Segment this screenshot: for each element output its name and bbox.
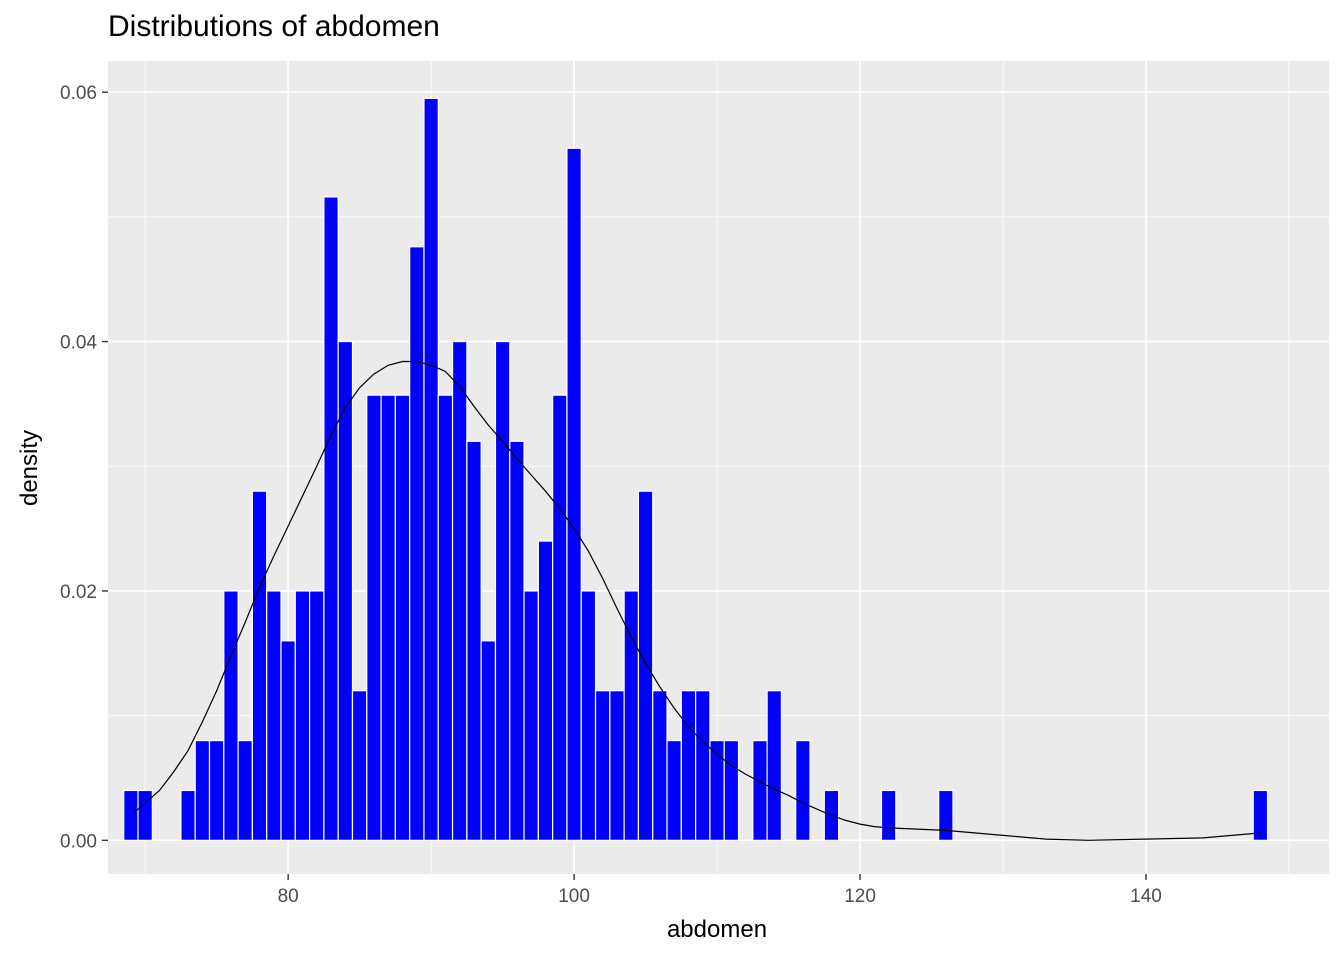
histogram-bar <box>466 440 482 841</box>
histogram-bar <box>480 640 497 841</box>
histogram-bar <box>308 590 325 841</box>
histogram-bar <box>223 590 239 841</box>
histogram-bar <box>394 394 411 841</box>
histogram-bar <box>366 394 382 841</box>
histogram-bar <box>637 490 654 841</box>
histogram-bar <box>180 789 196 841</box>
histogram-bar <box>766 690 783 841</box>
histogram-bar <box>380 394 396 841</box>
histogram-bar <box>437 394 454 841</box>
histogram-bar <box>609 690 625 841</box>
histogram-bar <box>323 196 339 841</box>
histogram-bar <box>723 739 740 841</box>
histogram-bar <box>680 690 697 841</box>
x-tick-label: 120 <box>844 886 876 907</box>
y-tick-label: 0.06 <box>60 83 97 104</box>
histogram-bar <box>566 147 582 841</box>
histogram-bar <box>880 789 897 841</box>
histogram-bar <box>695 690 711 841</box>
histogram-bar <box>266 590 282 841</box>
histogram-bar <box>280 640 296 841</box>
histogram-bar <box>652 690 668 841</box>
histogram-bar <box>594 690 611 841</box>
y-tick-label: 0.00 <box>60 831 97 852</box>
chart-title: Distributions of abdomen <box>108 10 440 43</box>
histogram-bar <box>351 690 368 841</box>
histogram-bar <box>938 789 954 841</box>
histogram-bar <box>795 739 811 841</box>
histogram-bar <box>666 739 682 841</box>
histogram-bar <box>709 739 725 841</box>
histogram-bar <box>537 540 554 841</box>
x-tick-label: 140 <box>1130 886 1162 907</box>
histogram-bar <box>509 440 525 841</box>
x-tick-label: 80 <box>278 886 299 907</box>
histogram-bar <box>552 394 568 841</box>
histogram-bar <box>752 739 768 841</box>
x-axis-label: abdomen <box>666 916 768 943</box>
histogram-bar <box>409 246 425 841</box>
density-curve <box>134 360 1261 841</box>
histogram-bar <box>451 340 468 841</box>
y-tick-label: 0.02 <box>60 582 97 603</box>
histogram-bar <box>208 739 225 841</box>
tick-labels: 80 100 120 140 0.00 0.02 0.04 0.06 <box>60 83 1162 907</box>
histogram-bar <box>123 789 139 841</box>
histogram-bar <box>337 340 354 841</box>
y-tick-label: 0.04 <box>60 333 97 354</box>
histogram-bar <box>494 340 511 841</box>
histogram-bar <box>1252 789 1269 841</box>
x-tick-label: 100 <box>558 886 590 907</box>
histogram-bar <box>137 789 153 841</box>
histogram-bar <box>237 739 254 841</box>
histogram-bar <box>194 739 211 841</box>
histogram-bar <box>294 590 311 841</box>
axis-ticks <box>102 91 1147 880</box>
histogram-bar <box>423 97 439 841</box>
histogram-bar <box>523 590 539 841</box>
histogram-bar <box>251 490 268 841</box>
histogram-bar <box>580 590 597 841</box>
